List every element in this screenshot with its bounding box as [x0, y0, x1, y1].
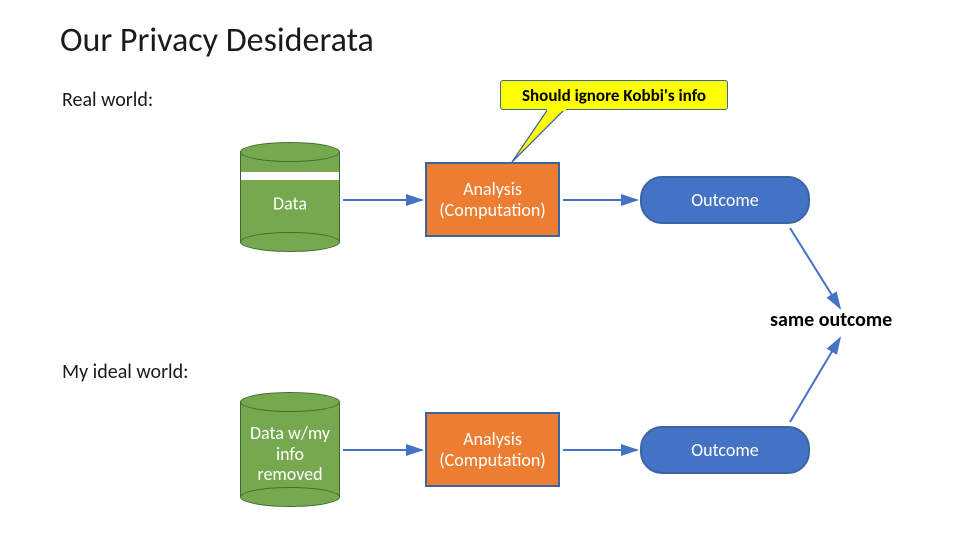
ideal-world-label: My ideal world: [62, 360, 189, 384]
same-outcome-label: same outcome [770, 308, 892, 332]
outcome-box-ideal-label: Outcome [691, 439, 758, 461]
data-cylinder-ideal-label: Data w/my info removed [240, 423, 340, 485]
analysis-box-ideal: Analysis (Computation) [425, 412, 560, 487]
analysis-box-ideal-label: Analysis (Computation) [427, 429, 558, 470]
analysis-box-real: Analysis (Computation) [425, 162, 560, 237]
outcome-box-real: Outcome [640, 176, 810, 224]
outcome-box-ideal: Outcome [640, 426, 810, 474]
callout-text: Should ignore Kobbi's info [522, 85, 706, 106]
outcome-box-real-label: Outcome [691, 189, 758, 211]
analysis-box-real-label: Analysis (Computation) [427, 179, 558, 220]
data-cylinder-real: Data [240, 142, 340, 252]
data-cylinder-real-label: Data [240, 193, 340, 214]
data-cylinder-ideal: Data w/my info removed [240, 392, 340, 507]
real-world-label: Real world: [62, 88, 153, 112]
callout-box: Should ignore Kobbi's info [500, 80, 728, 110]
page-title: Our Privacy Desiderata [60, 20, 374, 61]
